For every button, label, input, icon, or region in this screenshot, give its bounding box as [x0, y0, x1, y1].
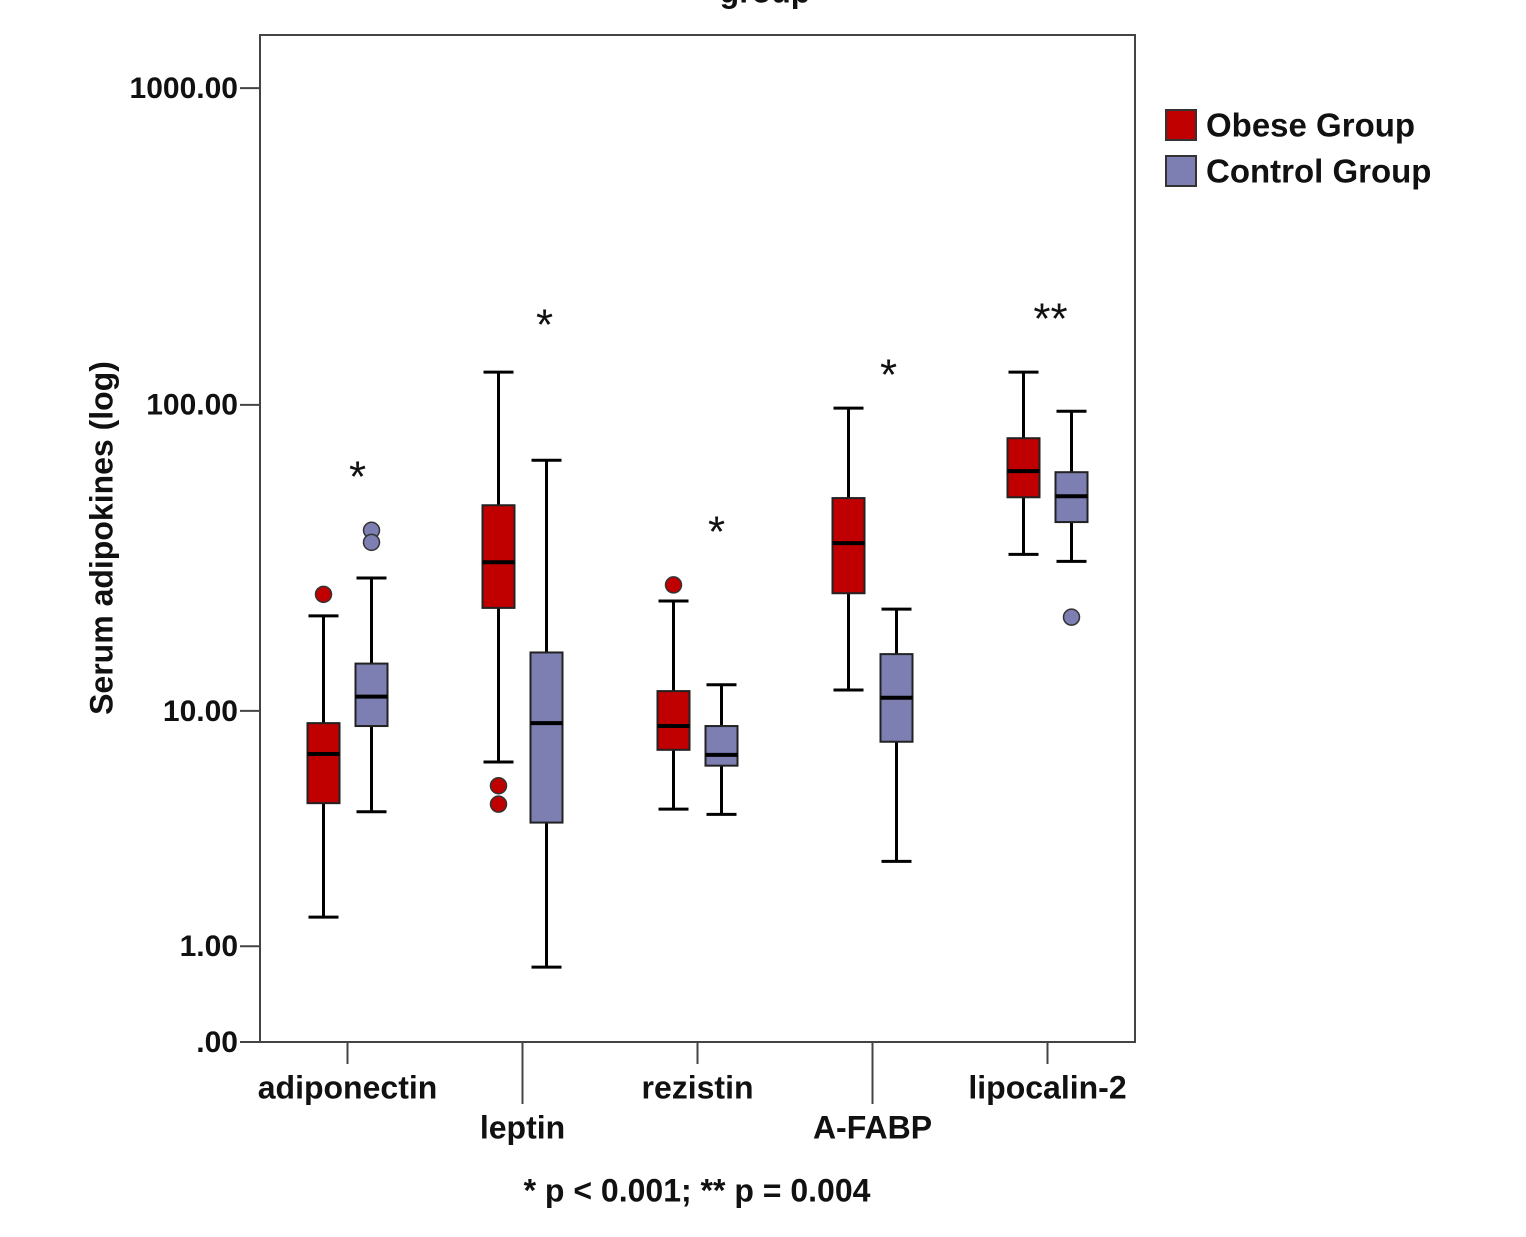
annotation: * [708, 508, 725, 557]
annotation: * [536, 301, 553, 350]
y-tick-label: 100.00 [146, 389, 238, 422]
y-tick-label: .00 [196, 1026, 238, 1059]
x-tick-label: leptin [480, 1109, 565, 1145]
y-tick-label: 10.00 [163, 695, 238, 728]
box [831, 497, 866, 595]
legend-label: Obese Group [1206, 107, 1415, 144]
y-axis-label: Serum adipokines (log) [83, 361, 119, 715]
y-tick-label: 1.00 [180, 930, 238, 963]
annotation: * [349, 453, 366, 502]
x-tick-label: rezistin [641, 1069, 753, 1105]
box [306, 722, 341, 805]
chart-title: group [720, 0, 811, 9]
legend-label: Control Group [1206, 153, 1431, 190]
y-tick-label: 1000.00 [130, 72, 238, 105]
outlier [664, 576, 683, 594]
x-tick-label: adiponectin [258, 1069, 438, 1105]
footnote: * p < 0.001; ** p = 0.004 [524, 1172, 871, 1208]
outlier [314, 585, 333, 604]
outlier [489, 795, 508, 813]
annotation: ** [1033, 295, 1067, 344]
box [704, 725, 739, 767]
plot-frame [259, 34, 1136, 1043]
outlier [362, 533, 381, 552]
annotation: * [880, 351, 897, 400]
outlier [1062, 608, 1081, 626]
legend-swatch [1165, 109, 1197, 141]
box [656, 690, 691, 751]
x-tick-label: A-FABP [813, 1109, 932, 1145]
outlier [489, 776, 508, 795]
x-tick-label: lipocalin-2 [968, 1069, 1126, 1105]
box [481, 504, 516, 609]
legend-swatch [1165, 155, 1197, 187]
box [529, 651, 564, 824]
box [1006, 437, 1041, 499]
